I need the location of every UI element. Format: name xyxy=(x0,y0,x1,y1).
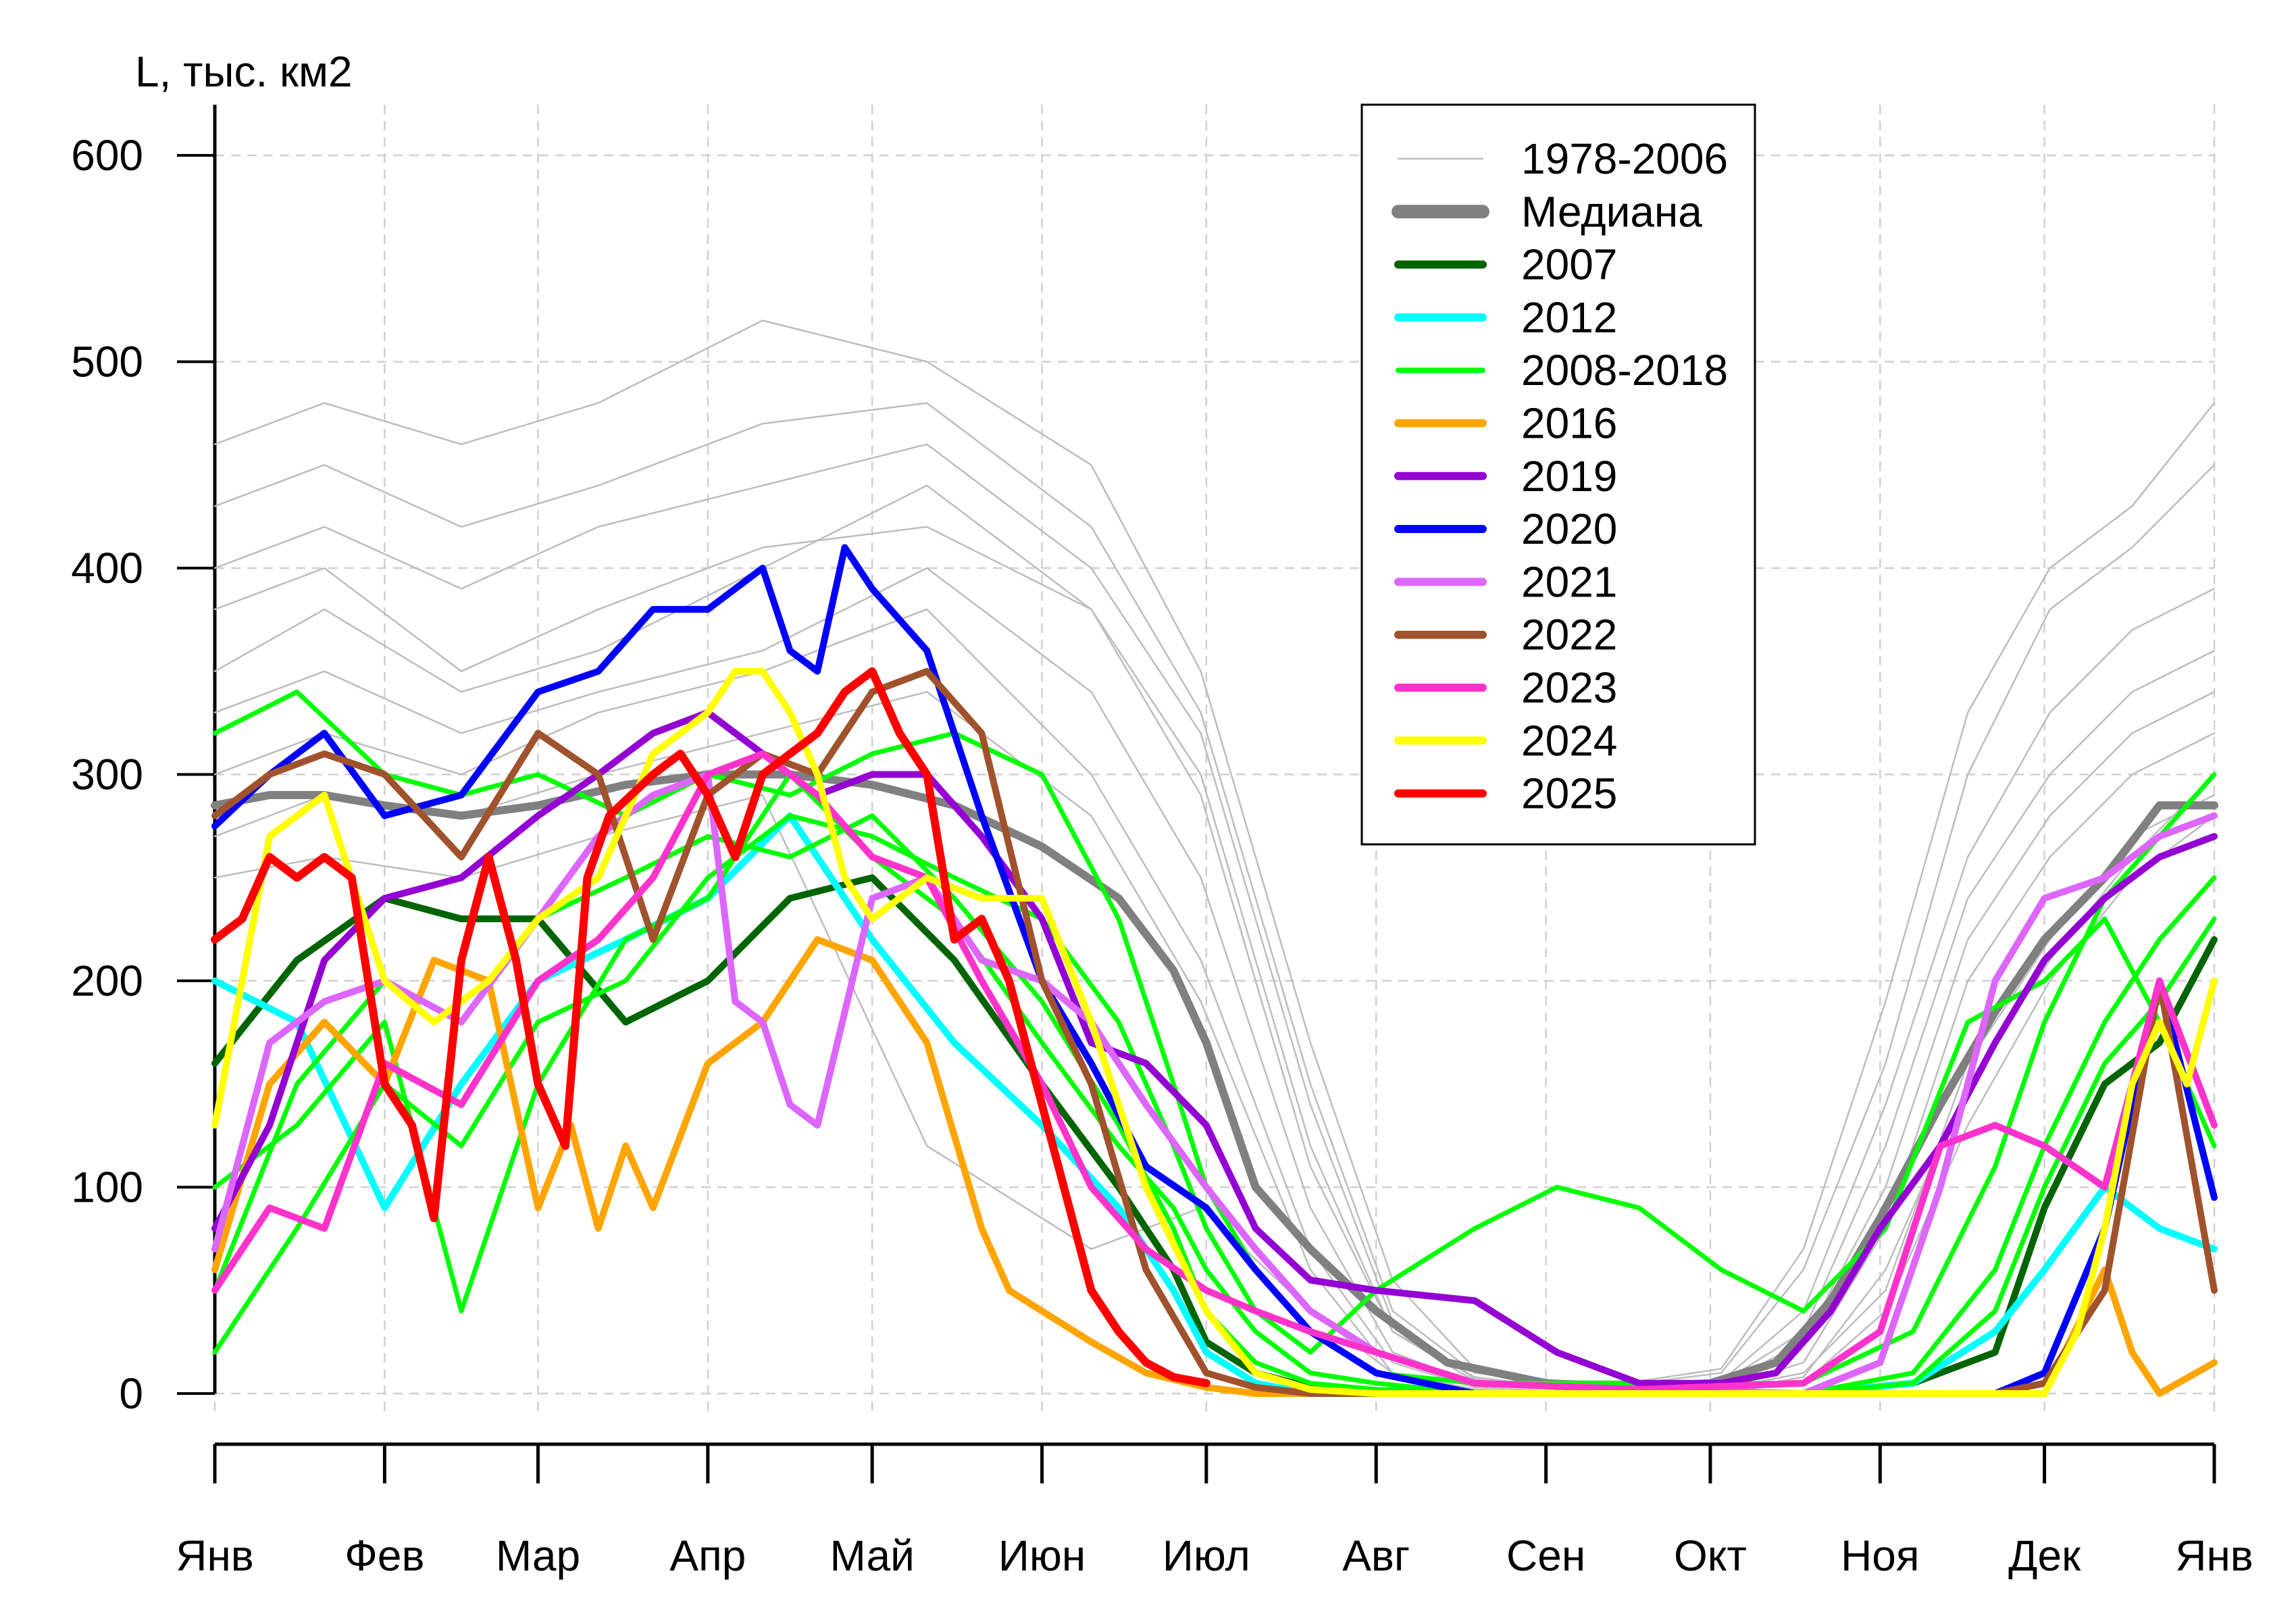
legend-label: 2012 xyxy=(1521,293,1617,342)
series-line xyxy=(211,771,2218,1397)
legend-label: Медиана xyxy=(1521,187,1702,236)
series-line xyxy=(213,773,2216,1395)
y-tick-label: 200 xyxy=(71,956,143,1005)
x-tick-label: Апр xyxy=(669,1531,746,1580)
series-line xyxy=(212,813,2217,1355)
legend-label: 2025 xyxy=(1521,769,1617,818)
legend-label: 2022 xyxy=(1521,611,1617,659)
series-line xyxy=(213,691,2216,1395)
x-tick-label: Ноя xyxy=(1841,1531,1919,1580)
x-tick-label: Янв xyxy=(2175,1531,2253,1580)
y-axis: 0 100 200 300 400 500 600 xyxy=(71,105,217,1418)
y-tick-label: 100 xyxy=(71,1163,143,1212)
x-tick-label: Авг xyxy=(1342,1531,1410,1580)
legend-label: 2016 xyxy=(1521,399,1617,448)
legend-label: 2024 xyxy=(1521,716,1617,765)
y-axis-title: L, тыс. км2 xyxy=(135,47,353,96)
y-tick-label: 0 xyxy=(119,1369,143,1418)
series-line xyxy=(211,874,2218,1397)
legend-label: 1978-2006 xyxy=(1521,134,1728,183)
series-line xyxy=(211,667,1210,1387)
y-tick-label: 600 xyxy=(71,131,143,180)
series-line xyxy=(211,667,2218,1397)
y-tick-label: 400 xyxy=(71,544,143,592)
x-tick-label: Май xyxy=(830,1531,914,1580)
series-line xyxy=(211,709,2218,1387)
y-tick-label: 300 xyxy=(71,750,143,799)
y-tick-label: 500 xyxy=(71,338,143,386)
series-line xyxy=(213,320,2216,1382)
legend-label: 2008-2018 xyxy=(1521,346,1728,394)
x-tick-label: Мар xyxy=(496,1531,580,1580)
x-tick-label: Окт xyxy=(1674,1531,1747,1580)
legend-label: 2023 xyxy=(1521,663,1617,712)
legend-label: 2021 xyxy=(1521,557,1617,606)
series-line xyxy=(213,608,2216,1393)
series-line xyxy=(212,772,2217,1396)
series-line xyxy=(211,750,2218,1393)
series-line xyxy=(213,402,2216,1384)
series-line xyxy=(212,689,2217,1386)
legend-label: 2019 xyxy=(1521,452,1617,501)
legend-label: 2007 xyxy=(1521,240,1617,289)
x-tick-label: Июн xyxy=(998,1531,1086,1580)
x-tick-label: Фев xyxy=(345,1531,424,1580)
x-tick-label: Июл xyxy=(1163,1531,1250,1580)
x-axis: Янв Фев Мар Апр Май Июн Июл Авг Сен Окт Ноя Дек Янв xyxy=(176,1442,2253,1580)
series-line xyxy=(211,770,2218,1392)
legend-label: 2020 xyxy=(1521,505,1617,553)
plot-series xyxy=(211,320,2218,1397)
x-tick-label: Янв xyxy=(176,1531,254,1580)
x-tick-label: Сен xyxy=(1506,1531,1585,1580)
x-tick-label: Дек xyxy=(2008,1531,2081,1580)
